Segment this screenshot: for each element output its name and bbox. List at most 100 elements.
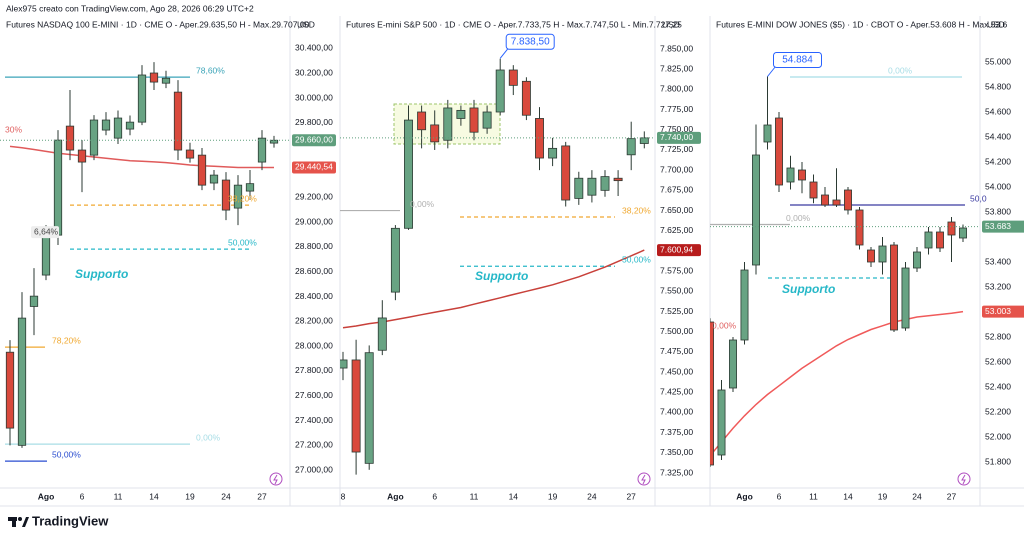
y-tick-label: 7.800,00 bbox=[660, 84, 693, 94]
y-tick-label: 54.400 bbox=[985, 131, 1011, 141]
y-tick-label: 54.600 bbox=[985, 106, 1011, 116]
level-label: 0,00% bbox=[786, 213, 811, 223]
annotation: Supporto bbox=[75, 267, 128, 281]
candle-body bbox=[613, 177, 623, 182]
candle-body bbox=[729, 339, 737, 389]
y-tick-label: 7.500,00 bbox=[660, 326, 693, 336]
price-label-box bbox=[657, 131, 701, 144]
y-tick-label: 7.850,00 bbox=[660, 43, 693, 53]
candle-body bbox=[233, 184, 243, 209]
x-tick-label: 6 bbox=[80, 491, 85, 501]
y-tick-label: 7.525,00 bbox=[660, 306, 693, 316]
y-tick-label: 7.425,00 bbox=[660, 387, 693, 397]
candle-body bbox=[443, 107, 453, 141]
candle-body bbox=[798, 169, 806, 181]
candle-body bbox=[626, 138, 636, 156]
y-tick-label: 53.800 bbox=[985, 206, 1011, 216]
candle-body bbox=[161, 77, 171, 84]
level-label: 50,00% bbox=[228, 237, 257, 247]
x-tick-label: 14 bbox=[509, 491, 519, 501]
level-label: 0,00% bbox=[712, 320, 737, 330]
y-tick-label: 7.825,00 bbox=[660, 63, 693, 73]
y-tick-label: 27.000,00 bbox=[295, 464, 333, 474]
header: Alex975 creato con TradingView.com, Ago … bbox=[6, 3, 254, 13]
x-tick-label: 14 bbox=[149, 491, 159, 501]
candle-body bbox=[469, 107, 479, 133]
candle-body bbox=[482, 111, 492, 129]
level-label: 0,00% bbox=[410, 199, 435, 209]
candle-body bbox=[5, 351, 15, 429]
candle-body bbox=[53, 139, 63, 236]
level-label: 30% bbox=[5, 124, 22, 134]
y-tick-label: 7.625,00 bbox=[660, 225, 693, 235]
candle-body bbox=[855, 209, 864, 246]
axis-unit: USD bbox=[987, 19, 1005, 29]
footer-brand: TradingView bbox=[32, 513, 109, 528]
level-label: 0,00% bbox=[888, 65, 913, 75]
candle-body bbox=[600, 176, 610, 191]
y-tick-label: 52.600 bbox=[985, 356, 1011, 366]
y-tick-label: 54.800 bbox=[985, 81, 1011, 91]
y-tick-label: 28.000,00 bbox=[295, 340, 333, 350]
candle-body bbox=[508, 69, 518, 86]
callout-pointer bbox=[767, 66, 776, 77]
callout-label: 7.838,50 bbox=[511, 36, 550, 47]
level-label: 38,20% bbox=[228, 193, 257, 203]
level-label: 78,20% bbox=[52, 335, 81, 345]
candle-body bbox=[340, 359, 348, 369]
candle-body bbox=[77, 149, 87, 163]
y-tick-label: 7.675,00 bbox=[660, 185, 693, 195]
x-tick-label: 6 bbox=[777, 491, 782, 501]
x-tick-label: Ago bbox=[736, 491, 753, 501]
candle-body bbox=[947, 221, 956, 236]
candle-body bbox=[89, 119, 99, 156]
y-tick-label: 52.000 bbox=[985, 431, 1011, 441]
candle-body bbox=[351, 359, 361, 453]
y-tick-label: 27.400,00 bbox=[295, 415, 333, 425]
candle-body bbox=[959, 227, 967, 239]
annotation: Supporto bbox=[782, 282, 835, 296]
candle-body bbox=[137, 74, 147, 123]
price-label: 53.683 bbox=[985, 221, 1011, 231]
x-tick-label: 8 bbox=[341, 491, 346, 501]
candle-body bbox=[456, 109, 466, 119]
x-tick-label: 24 bbox=[912, 491, 922, 501]
y-tick-label: 52.400 bbox=[985, 381, 1011, 391]
candle-body bbox=[561, 145, 571, 201]
candle-body bbox=[574, 177, 584, 199]
price-label: 53.003 bbox=[985, 306, 1011, 316]
x-tick-label: 11 bbox=[809, 491, 818, 501]
axis-unit: USD bbox=[297, 19, 315, 29]
candle-body bbox=[390, 227, 400, 293]
logo bbox=[8, 517, 29, 527]
y-tick-label: 51.800 bbox=[985, 456, 1011, 466]
y-tick-label: 30.400,00 bbox=[295, 43, 333, 53]
candle-body bbox=[29, 295, 39, 307]
y-tick-label: 29.200,00 bbox=[295, 192, 333, 202]
y-tick-label: 28.600,00 bbox=[295, 266, 333, 276]
level-label: 0,00% bbox=[196, 432, 221, 442]
chart-title: Futures NASDAQ 100 E-MINI · 1D · CME O -… bbox=[6, 19, 310, 29]
candle-body bbox=[149, 72, 159, 83]
candle-body bbox=[173, 91, 183, 151]
x-tick-label: 27 bbox=[626, 491, 636, 501]
y-tick-label: 30.200,00 bbox=[295, 68, 333, 78]
y-tick-label: 30.000,00 bbox=[295, 92, 333, 102]
y-tick-label: 7.650,00 bbox=[660, 205, 693, 215]
level-label: 78,60% bbox=[196, 65, 225, 75]
candle-body bbox=[548, 147, 558, 159]
y-tick-label: 27.800,00 bbox=[295, 365, 333, 375]
candle-body bbox=[878, 245, 887, 263]
y-tick-label: 7.575,00 bbox=[660, 265, 693, 275]
y-tick-label: 7.700,00 bbox=[660, 164, 693, 174]
candle-body bbox=[430, 124, 440, 143]
callout-box bbox=[773, 52, 822, 68]
candle-body bbox=[197, 154, 207, 186]
x-tick-label: 6 bbox=[432, 491, 437, 501]
callout-pointer bbox=[499, 47, 509, 59]
x-tick-label: 24 bbox=[221, 491, 231, 501]
y-tick-label: 53.200 bbox=[985, 281, 1011, 291]
candle-body bbox=[924, 231, 933, 249]
callout-label: 54.884 bbox=[782, 55, 813, 66]
